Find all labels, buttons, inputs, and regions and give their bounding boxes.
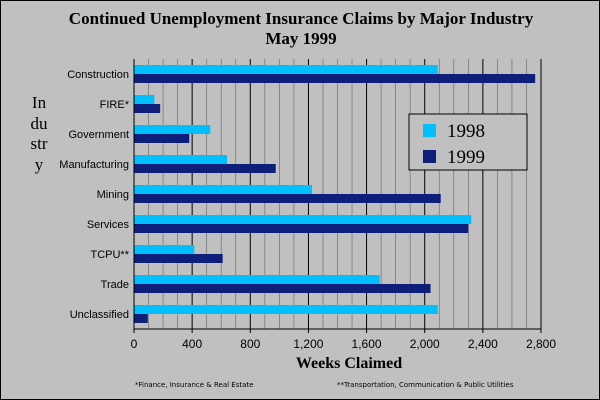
x-tick-label: 1,200 [293, 337, 323, 351]
category-label: Construction [67, 69, 129, 81]
x-tick-label: 2,000 [410, 337, 440, 351]
bar-1998-trade [134, 275, 380, 284]
bar-1998-manufacturing [134, 155, 228, 164]
x-tick-label: 800 [240, 337, 260, 351]
x-tick-labels: 0 400 800 1,200 1,600 2,000 2,400 2,800 [131, 329, 556, 351]
legend-swatch [423, 124, 436, 137]
bar-1998-tcpu [134, 245, 195, 254]
bar-1998-construction [134, 65, 438, 74]
category-label: Unclassified [70, 309, 129, 321]
bar-1999-fire [134, 104, 161, 113]
legend-swatch [423, 150, 436, 163]
bar-1998-government [134, 125, 211, 134]
chart-title: Continued Unemployment Insurance Claims … [68, 9, 534, 28]
footnote-tcpu: **Transportation, Communication & Public… [337, 381, 514, 389]
bars [134, 65, 536, 323]
bar-1999-trade [134, 284, 431, 293]
bar-1999-government [134, 134, 190, 143]
footnote-fire: *Finance, Insurance & Real Estate [135, 381, 254, 389]
x-tick-label: 1,600 [352, 337, 382, 351]
legend-label: 1999 [447, 147, 485, 168]
bar-1999-manufacturing [134, 164, 276, 173]
category-label: Services [87, 219, 130, 231]
x-tick-label: 400 [182, 337, 202, 351]
bar-1999-unclassified [134, 314, 148, 323]
category-label: Mining [97, 189, 129, 201]
category-label: Manufacturing [59, 159, 129, 171]
category-label: FIRE* [100, 99, 130, 111]
bar-1999-services [134, 224, 469, 233]
x-axis-label: Weeks Claimed [296, 355, 402, 372]
bar-1998-services [134, 215, 472, 224]
y-axis-label: Industry [30, 93, 48, 174]
x-tick-label: 0 [131, 337, 138, 351]
bar-1998-fire [134, 95, 155, 104]
legend-label: 1998 [447, 121, 485, 142]
x-tick-label: 2,400 [468, 337, 498, 351]
bar-1998-mining [134, 185, 313, 194]
category-labels: Construction FIRE* Government Manufacturing… [59, 69, 129, 321]
category-label: TCPU** [90, 249, 129, 261]
category-label: Trade [101, 279, 129, 291]
bar-1998-unclassified [134, 305, 438, 314]
legend: 1998 1999 [408, 113, 528, 171]
x-tick-label: 2,800 [526, 337, 556, 351]
bar-1999-construction [134, 74, 536, 83]
bar-1999-tcpu [134, 254, 223, 263]
bar-1999-mining [134, 194, 441, 203]
chart-subtitle: May 1999 [265, 29, 337, 48]
category-label: Government [68, 129, 129, 141]
